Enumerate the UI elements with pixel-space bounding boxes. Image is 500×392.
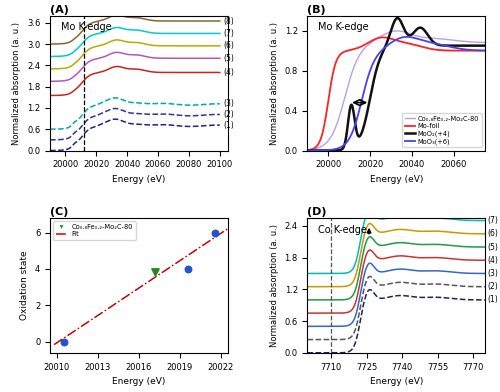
- Text: (4): (4): [223, 68, 234, 77]
- Text: (7): (7): [488, 216, 498, 225]
- MoO₃(+6): [350, 128, 356, 133]
- Text: (C): (C): [50, 207, 68, 217]
- Text: (2): (2): [488, 282, 498, 291]
- Line: MoO₃(+6): MoO₃(+6): [308, 37, 485, 151]
- X-axis label: Energy (eV): Energy (eV): [112, 377, 166, 386]
- Text: (1): (1): [223, 121, 234, 130]
- Co₀.₈Fe₀.₂-Mo₂C-80: [424, 35, 430, 40]
- Co₀.₈Fe₀.₂-Mo₂C-80: [385, 31, 391, 35]
- Text: Mo K-edge: Mo K-edge: [318, 22, 368, 33]
- Text: (6): (6): [223, 41, 234, 50]
- Y-axis label: Normalized absorption (a. u.): Normalized absorption (a. u.): [270, 22, 279, 145]
- Co₀.₈Fe₀.₂-Mo₂C-80: [350, 67, 356, 72]
- Line: Co₀.₈Fe₀.₂-Mo₂C-80: Co₀.₈Fe₀.₂-Mo₂C-80: [308, 31, 485, 150]
- X-axis label: Energy (eV): Energy (eV): [370, 377, 423, 386]
- MoO₃(+6): [336, 146, 342, 151]
- Mo-foil: [380, 35, 386, 40]
- Text: Mo K-edge: Mo K-edge: [60, 22, 112, 33]
- Co₀.₈Fe₀.₂-Mo₂C-80: [394, 29, 400, 33]
- MoO₃(+6): [482, 48, 488, 53]
- Y-axis label: Normalized absorption (a. u.): Normalized absorption (a. u.): [270, 224, 279, 347]
- MoO₂(+4): [438, 43, 444, 48]
- MoO₃(+6): [438, 42, 444, 47]
- Text: Co K-edge: Co K-edge: [318, 225, 367, 235]
- Text: (8): (8): [223, 16, 234, 25]
- Co₀.₈Fe₀.₂-Mo₂C-80: [438, 36, 444, 41]
- Point: [212, 229, 220, 236]
- MoO₃(+6): [385, 43, 391, 47]
- Text: (1): (1): [488, 296, 498, 305]
- Y-axis label: Normalized absorption (a. u.): Normalized absorption (a. u.): [12, 22, 22, 145]
- Line: Mo-foil: Mo-foil: [308, 37, 485, 150]
- Text: (5): (5): [223, 54, 234, 63]
- Line: MoO₂(+4): MoO₂(+4): [308, 18, 485, 151]
- Mo-foil: [385, 36, 391, 40]
- Text: (B): (B): [308, 5, 326, 15]
- X-axis label: Energy (eV): Energy (eV): [112, 175, 166, 184]
- MoO₂(+4): [350, 107, 356, 112]
- Text: (D): (D): [308, 207, 327, 217]
- Mo-foil: [410, 42, 416, 47]
- Text: (3): (3): [223, 99, 234, 108]
- Text: (5): (5): [488, 243, 498, 252]
- MoO₂(+4): [410, 32, 416, 36]
- MoO₃(+6): [424, 39, 430, 44]
- Text: (2): (2): [223, 110, 234, 119]
- Text: (3): (3): [488, 269, 498, 278]
- Mo-foil: [438, 48, 444, 53]
- Co₀.₈Fe₀.₂-Mo₂C-80: [336, 116, 342, 120]
- Mo-foil: [482, 48, 488, 53]
- MoO₂(+4): [385, 38, 391, 43]
- MoO₂(+4): [336, 148, 342, 152]
- MoO₂(+4): [394, 16, 400, 20]
- Co₀.₈Fe₀.₂-Mo₂C-80: [482, 40, 488, 45]
- Legend: Co₀.₈Fe₀.₂-Mo₂C-80, Fit: Co₀.₈Fe₀.₂-Mo₂C-80, Fit: [54, 221, 136, 240]
- Point: [60, 339, 68, 345]
- MoO₃(+6): [304, 148, 310, 153]
- MoO₃(+6): [410, 35, 416, 40]
- Legend: Co₀.₈Fe₀.₂-Mo₂C-80, Mo-foil, MoO₂(+4), MoO₃(+6): Co₀.₈Fe₀.₂-Mo₂C-80, Mo-foil, MoO₂(+4), M…: [402, 113, 481, 147]
- Point: [184, 266, 192, 272]
- Text: (6): (6): [488, 229, 498, 238]
- X-axis label: Energy (eV): Energy (eV): [370, 175, 423, 184]
- Y-axis label: Oxidation state: Oxidation state: [20, 250, 30, 320]
- MoO₂(+4): [304, 148, 310, 153]
- Text: (A): (A): [50, 5, 69, 15]
- Point: [151, 269, 159, 275]
- MoO₃(+6): [404, 34, 410, 39]
- Text: (7): (7): [223, 29, 234, 38]
- Mo-foil: [424, 45, 430, 50]
- Co₀.₈Fe₀.₂-Mo₂C-80: [410, 32, 416, 37]
- Co₀.₈Fe₀.₂-Mo₂C-80: [304, 147, 310, 152]
- MoO₂(+4): [424, 31, 430, 35]
- Mo-foil: [350, 47, 356, 52]
- Mo-foil: [336, 54, 342, 59]
- Text: (4): (4): [488, 256, 498, 265]
- MoO₂(+4): [482, 43, 488, 48]
- Mo-foil: [304, 148, 310, 152]
